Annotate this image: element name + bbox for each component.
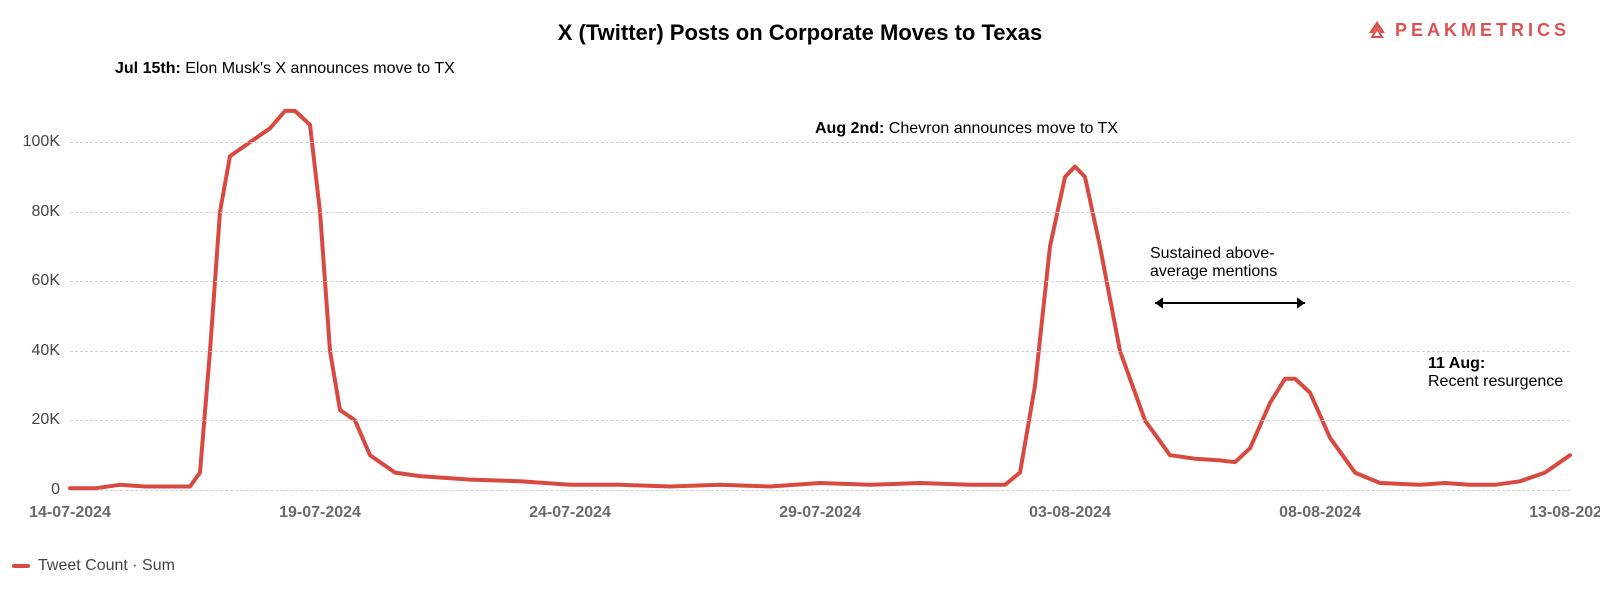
x-tick-label: 19-07-2024 [279, 504, 361, 522]
line-svg [70, 90, 1570, 490]
gridline [70, 420, 1570, 421]
x-tick-label: 13-08-2024 [1529, 504, 1600, 522]
chart-container: X (Twitter) Posts on Corporate Moves to … [0, 0, 1600, 591]
y-tick-label: 40K [32, 342, 60, 360]
x-tick-label: 29-07-2024 [779, 504, 861, 522]
brand-icon [1365, 18, 1389, 42]
y-tick-label: 80K [32, 203, 60, 221]
gridline [70, 212, 1570, 213]
gridline [70, 142, 1570, 143]
x-tick-label: 24-07-2024 [529, 504, 611, 522]
legend: Tweet Count · Sum [12, 557, 175, 575]
brand-text: PEAKMETRICS [1395, 20, 1570, 41]
legend-swatch [12, 564, 30, 568]
tweet-count-line [70, 111, 1570, 488]
chart-title: X (Twitter) Posts on Corporate Moves to … [0, 20, 1600, 46]
y-tick-label: 0 [51, 481, 60, 499]
sustained-arrow [1155, 297, 1305, 308]
gridline [70, 281, 1570, 282]
anno-sustained: Sustained above-average mentions [1150, 245, 1277, 281]
anno-jul15: Jul 15th: Elon Musk's X announces move t… [115, 60, 455, 78]
anno-aug2: Aug 2nd: Chevron announces move to TX [815, 120, 1118, 138]
x-tick-label: 03-08-2024 [1029, 504, 1111, 522]
plot-area: 020K40K60K80K100K14-07-202419-07-202424-… [70, 90, 1570, 490]
x-tick-label: 08-08-2024 [1279, 504, 1361, 522]
y-tick-label: 60K [32, 272, 60, 290]
y-tick-label: 20K [32, 411, 60, 429]
gridline [70, 351, 1570, 352]
anno-aug11: 11 Aug:Recent resurgence [1428, 355, 1563, 391]
legend-label: Tweet Count · Sum [38, 557, 175, 575]
y-tick-label: 100K [23, 133, 60, 151]
gridline [70, 490, 1570, 491]
brand-logo: PEAKMETRICS [1365, 18, 1570, 42]
x-tick-label: 14-07-2024 [29, 504, 111, 522]
